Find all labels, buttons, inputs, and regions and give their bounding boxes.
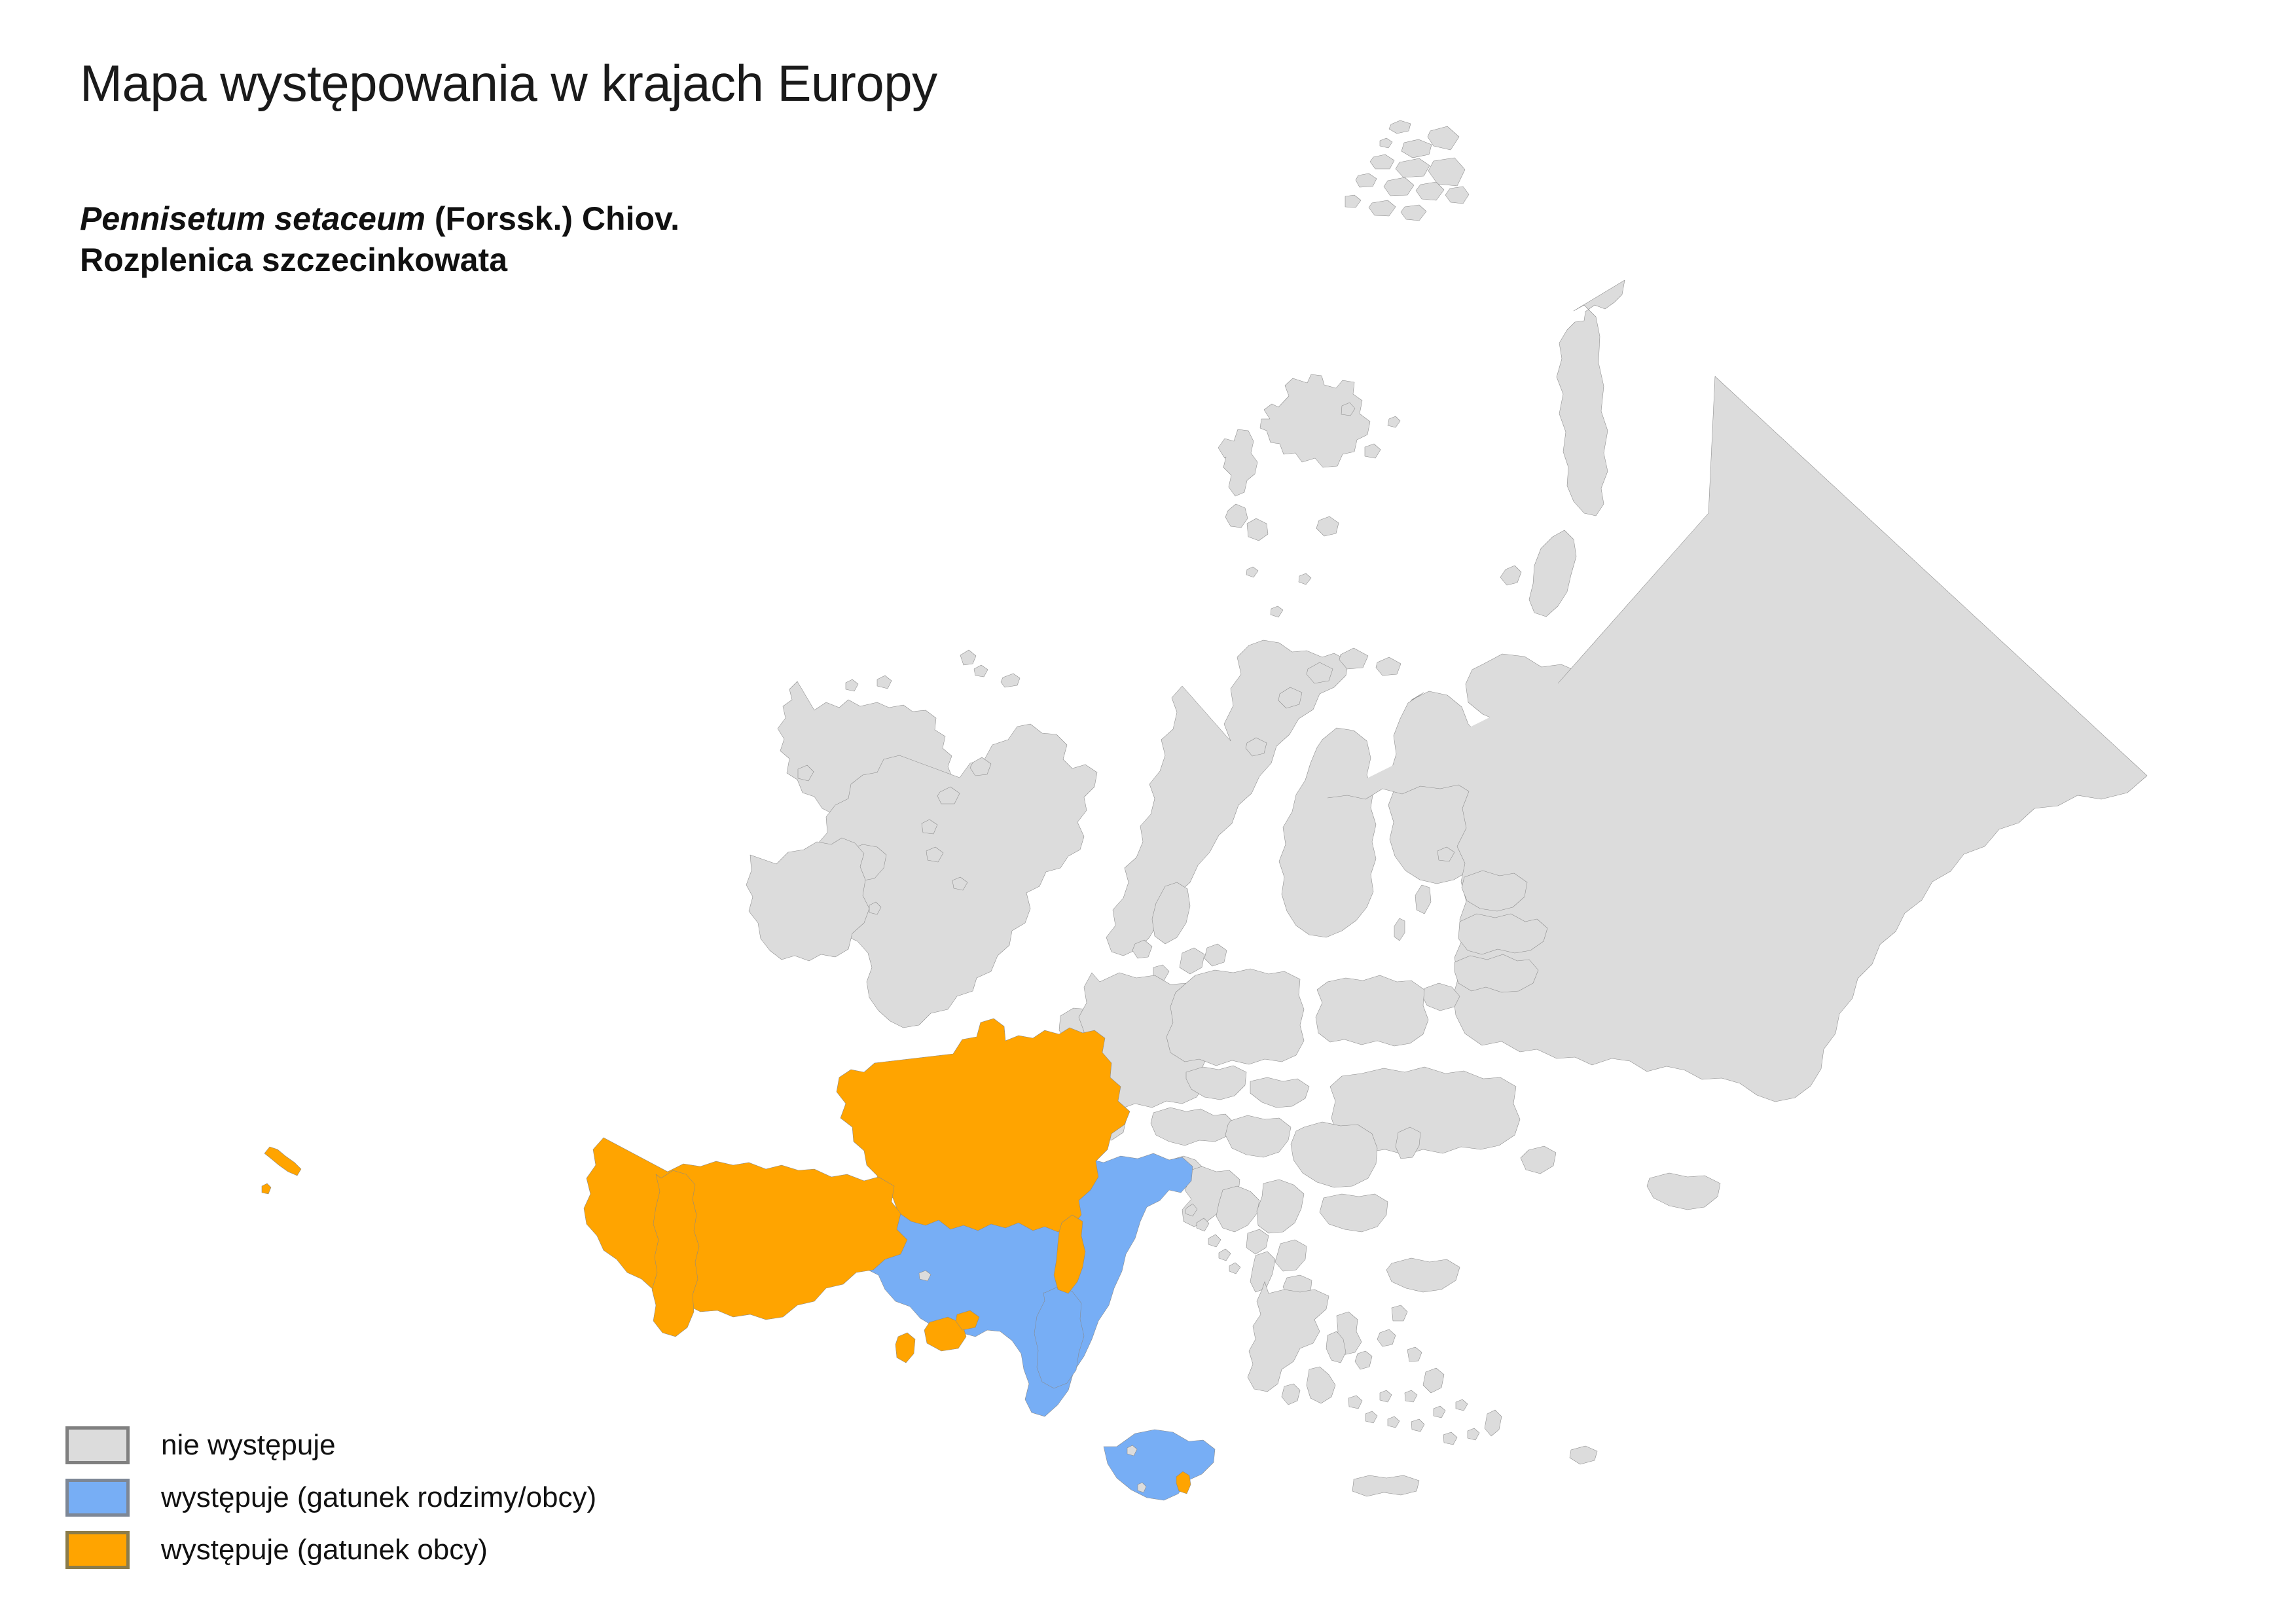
region-novaya-zemlya [1500, 280, 1625, 617]
region-czechia [1186, 1066, 1246, 1100]
legend-swatch-absent [65, 1426, 130, 1464]
region-faroe-islands [960, 650, 988, 677]
region-malta [1176, 1471, 1191, 1494]
region-balearic-islands [895, 1310, 979, 1363]
region-bulgaria [1320, 1194, 1388, 1232]
region-norway-islands [1246, 648, 1401, 756]
region-albania [1250, 1252, 1275, 1292]
region-hungary [1225, 1115, 1291, 1157]
region-romania [1291, 1122, 1377, 1187]
region-svalbard [1218, 374, 1400, 585]
region-sicily [1104, 1430, 1215, 1500]
region-adriatic-islands [1185, 1204, 1240, 1274]
region-latvia [1458, 914, 1547, 954]
region-bosnia [1216, 1186, 1259, 1232]
region-corsica [1054, 1215, 1085, 1293]
region-estonia [1462, 871, 1527, 911]
region-poland [1166, 969, 1304, 1066]
region-north-macedonia [1275, 1240, 1307, 1271]
region-franz-josef-land [1345, 120, 1469, 221]
region-turkey-european [1386, 1258, 1460, 1292]
region-mediterranean-islets [1127, 1445, 1146, 1492]
region-gotland [1415, 885, 1431, 914]
title-block: Mapa występowania w krajach Europy [80, 58, 1520, 109]
region-moldova [1396, 1127, 1420, 1159]
region-caucasus [1647, 1173, 1720, 1210]
region-portugal [652, 1170, 699, 1337]
page-title: Mapa występowania w krajach Europy [80, 54, 937, 112]
species-scientific-line: Pennisetum setaceum (Forssk.) Chiov. [80, 198, 1520, 240]
region-denmark [1132, 882, 1227, 981]
species-caption: Pennisetum setaceum (Forssk.) Chiov. Roz… [80, 198, 1520, 281]
legend-item-absent[interactable]: nie występuje [65, 1419, 786, 1471]
region-united-kingdom [814, 724, 1097, 1028]
region-sardinia [1034, 1286, 1084, 1388]
region-bear-island [1271, 606, 1283, 617]
legend-label-present-native-or-alien: występuje (gatunek rodzimy/obcy) [161, 1481, 597, 1513]
region-cyprus [1570, 1446, 1597, 1464]
legend-label-absent: nie występuje [161, 1429, 336, 1461]
region-ireland [746, 838, 869, 961]
region-isle-of-man [869, 902, 881, 914]
legend-swatch-present-alien [65, 1531, 130, 1569]
region-lithuania [1455, 954, 1538, 992]
region-jan-mayen [1001, 674, 1020, 687]
region-madeira [262, 1147, 301, 1194]
region-crimea [1521, 1146, 1556, 1174]
region-norway [1106, 640, 1348, 956]
legend-label-present-alien: występuje (gatunek obcy) [161, 1534, 488, 1566]
region-andorra [919, 1271, 931, 1281]
legend-swatch-present-native-or-alien [65, 1479, 130, 1517]
region-austria [1151, 1108, 1235, 1146]
region-serbia [1257, 1180, 1304, 1233]
region-croatia [1182, 1166, 1240, 1227]
map-legend: nie występuje występuje (gatunek rodzimy… [65, 1419, 786, 1576]
species-common-name: Rozplenica szczecinkowata [80, 242, 508, 278]
region-ukraine [1330, 1067, 1520, 1155]
region-greece [1248, 1282, 1502, 1496]
region-kaliningrad [1422, 983, 1460, 1011]
species-scientific-name: Pennisetum setaceum [80, 200, 425, 237]
region-sweden [1279, 728, 1376, 937]
region-slovakia [1250, 1077, 1309, 1108]
region-montenegro [1246, 1229, 1269, 1254]
legend-item-present-alien[interactable]: występuje (gatunek obcy) [65, 1524, 786, 1576]
region-spain [584, 1138, 907, 1320]
region-oland [1394, 918, 1405, 941]
species-authority: (Forssk.) Chiov. [425, 200, 679, 237]
region-aland [1437, 847, 1455, 861]
region-belarus [1316, 975, 1428, 1046]
legend-item-present-native-or-alien[interactable]: występuje (gatunek rodzimy/obcy) [65, 1471, 786, 1524]
